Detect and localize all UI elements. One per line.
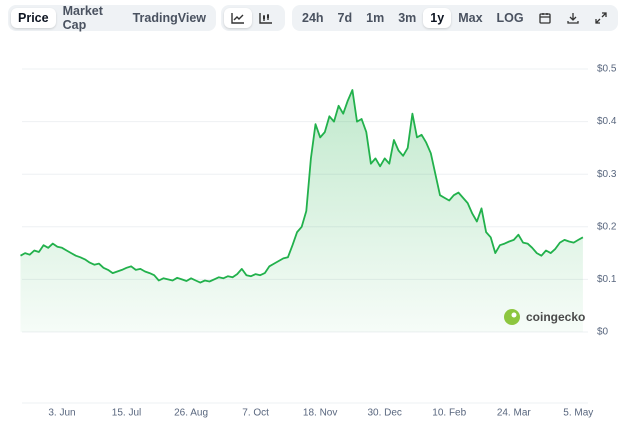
x-tick-label: 30. Dec	[367, 408, 401, 419]
y-tick-label: $0.5	[597, 64, 617, 75]
tab-group: Price Market Cap TradingView	[8, 4, 216, 32]
range-button[interactable]: 3m	[398, 11, 417, 25]
range-button[interactable]: LOG	[496, 11, 524, 25]
x-tick-label: 15. Jul	[112, 408, 141, 419]
area-fill	[20, 90, 583, 332]
x-tick-label: 5. May	[563, 408, 593, 419]
y-tick-label: $0.1	[597, 274, 617, 285]
chart-style-group	[221, 5, 285, 31]
x-tick-label: 10. Feb	[432, 408, 466, 419]
x-tick-label: 7. Oct	[242, 408, 269, 419]
range-group: 24h 7d 1m 3m 1y Max LOG	[292, 5, 618, 31]
range-button[interactable]: 1y	[423, 8, 452, 28]
watermark: coingecko	[504, 309, 585, 325]
tab-button[interactable]: TradingView	[132, 11, 206, 25]
calendar-button[interactable]	[531, 8, 559, 28]
y-tick-label: $0.2	[597, 221, 617, 232]
range-button[interactable]: 24h	[302, 11, 324, 25]
candle-chart-button[interactable]	[252, 8, 280, 28]
y-tick-label: $0.4	[597, 116, 617, 127]
download-button[interactable]	[559, 8, 587, 28]
x-tick-label: 18. Nov	[303, 408, 337, 419]
price-line	[20, 89, 584, 284]
range-button[interactable]: Max	[458, 11, 483, 25]
x-tick-label: 26. Aug	[174, 408, 208, 419]
watermark-text: coingecko	[526, 310, 585, 324]
y-tick-label: $0.3	[597, 169, 617, 180]
y-tick-label: $0	[597, 327, 609, 338]
range-button[interactable]: 7d	[337, 11, 353, 25]
x-tick-label: 24. Mar	[497, 408, 532, 419]
fullscreen-button[interactable]	[587, 8, 615, 28]
range-button[interactable]: 1m	[366, 11, 385, 25]
x-tick-label: 3. Jun	[48, 408, 75, 419]
line-chart-button[interactable]	[224, 8, 252, 28]
tab-button[interactable]: Price	[11, 8, 56, 28]
